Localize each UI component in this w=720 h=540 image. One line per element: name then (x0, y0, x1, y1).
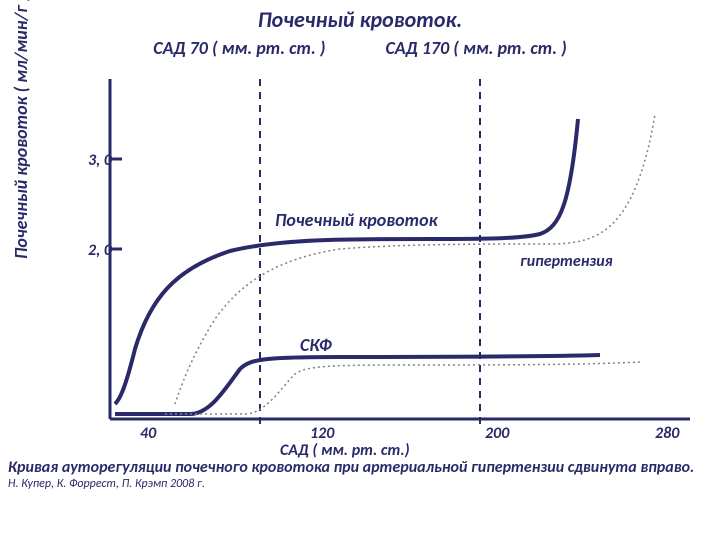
source: Н. Купер, К. Форрест, П. Крэмп 2008 г. (0, 477, 720, 491)
ytick-3: 3, 0 (88, 151, 112, 170)
annot-hypertension: гипертензия (520, 252, 613, 271)
ytick-2: 2, 0 (88, 241, 112, 260)
page-title: Почечный кровоток. (0, 0, 720, 33)
xtick-200: 200 (485, 424, 509, 443)
curve-gfr_normal (115, 355, 600, 414)
sad-170-label: САД 170 ( мм. рт. ст. ) (385, 37, 566, 59)
curve-blood_flow_normal (115, 119, 578, 404)
annot-blood-flow: Почечный кровоток (275, 209, 438, 231)
xtick-280: 280 (655, 424, 679, 443)
annot-gfr: СКФ (300, 334, 332, 356)
y-axis-label: Почечный кровоток ( мл/мин/г ) (10, 0, 32, 259)
sad-70-label: САД 70 ( мм. рт. ст. ) (153, 37, 325, 59)
x-axis-label: САД ( мм. рт. ст.) (280, 441, 410, 460)
caption: Кривая ауторегуляции почечного кровотока… (0, 459, 720, 477)
chart-container: Почечный кровоток ( мл/мин/г ) 3, 0 2, 0… (0, 59, 720, 459)
curve-gfr_hypertension (165, 362, 640, 414)
xtick-40: 40 (140, 424, 156, 443)
sad-labels-row: САД 70 ( мм. рт. ст. ) САД 170 ( мм. рт.… (0, 37, 720, 59)
